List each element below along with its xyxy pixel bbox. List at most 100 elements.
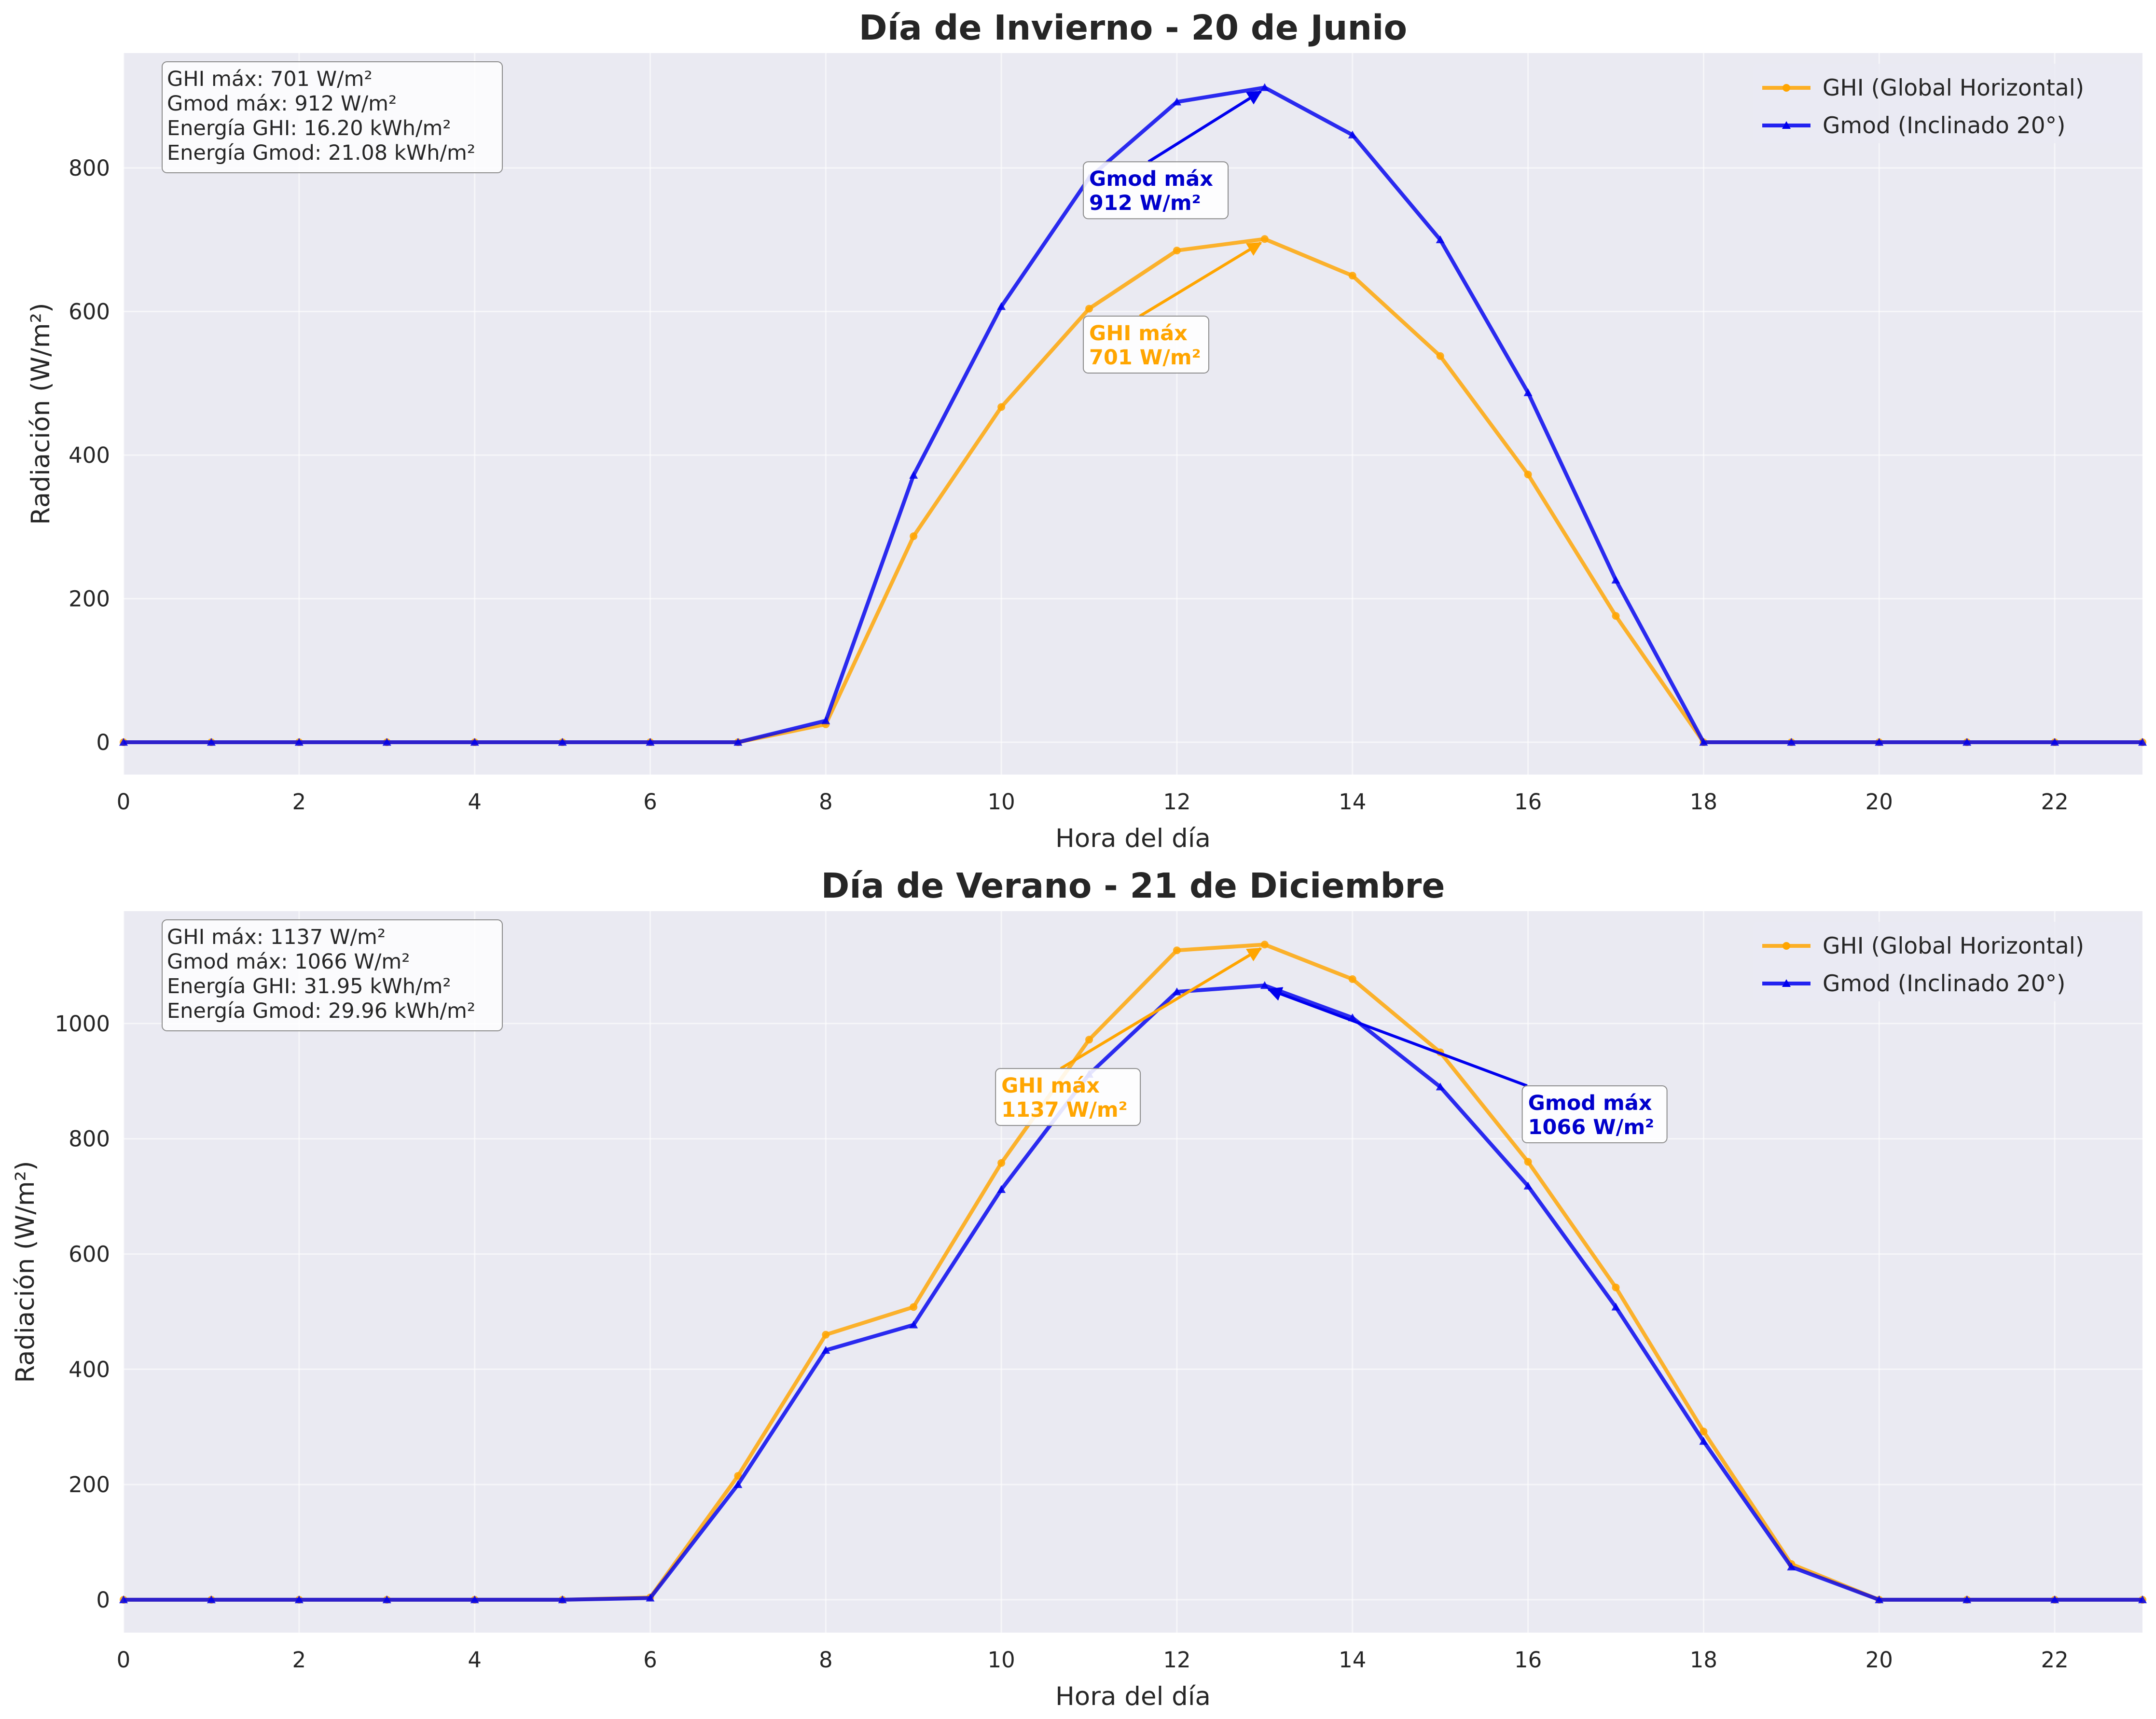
data-point-gmod <box>1875 1595 1884 1604</box>
data-point-ghi <box>1085 1036 1093 1044</box>
data-point-gmod <box>1787 738 1796 746</box>
data-point-gmod <box>119 1595 128 1604</box>
data-point-ghi <box>997 1159 1006 1167</box>
y-tick-label: 200 <box>69 586 110 612</box>
x-tick-label: 8 <box>819 1647 833 1673</box>
data-point-gmod <box>558 1595 567 1604</box>
chart-title: Día de Invierno - 20 de Junio <box>859 8 1407 48</box>
annotation-arrow <box>1147 90 1262 163</box>
stats-text: GHI máx: 701 W/m² <box>167 67 373 91</box>
x-tick-label: 6 <box>643 1647 657 1673</box>
legend-box <box>1753 64 2139 143</box>
annotation-text: GHI máx <box>1089 321 1188 346</box>
x-tick-label: 8 <box>819 789 833 815</box>
y-tick-label: 800 <box>69 1126 110 1152</box>
data-point-gmod <box>1436 1082 1445 1091</box>
x-tick-label: 0 <box>117 789 131 815</box>
data-point-gmod <box>382 1595 391 1604</box>
data-point-gmod <box>119 738 128 746</box>
data-point-gmod <box>646 1594 655 1602</box>
x-tick-label: 16 <box>1514 1647 1542 1673</box>
data-point-ghi <box>1348 975 1356 983</box>
data-point-gmod <box>1875 738 1884 746</box>
stats-box <box>162 919 503 1031</box>
data-point-ghi <box>734 1472 742 1480</box>
data-point-gmod <box>1699 1437 1708 1445</box>
series-line-gmod <box>124 85 2142 745</box>
data-point-ghi <box>1085 305 1093 313</box>
x-axis-label: Hora del día <box>1055 824 1211 853</box>
annotation-text: Gmod máx <box>1528 1091 1652 1115</box>
data-point-gmod <box>1611 575 1620 584</box>
annotation-text: GHI máx <box>1001 1074 1100 1098</box>
x-tick-label: 22 <box>2041 1647 2068 1673</box>
data-point-gmod <box>294 1595 304 1604</box>
data-point-gmod <box>1172 97 1181 106</box>
data-point-gmod <box>733 1480 743 1488</box>
data-point-ghi <box>1348 272 1356 280</box>
data-point-gmod <box>821 1345 830 1354</box>
legend-marker <box>1783 942 1790 950</box>
data-point-ghi <box>1173 247 1181 255</box>
data-point-gmod <box>382 738 391 746</box>
data-point-gmod <box>2050 738 2059 746</box>
stats-text: Energía Gmod: 29.96 kWh/m² <box>167 999 475 1023</box>
annotation-box <box>1083 161 1229 220</box>
y-tick-label: 0 <box>96 730 110 755</box>
stats-text: Energía GHI: 16.20 kWh/m² <box>167 116 451 140</box>
y-tick-label: 1000 <box>55 1011 110 1037</box>
data-point-gmod <box>1260 83 1269 91</box>
data-point-gmod <box>2138 738 2147 746</box>
x-tick-label: 12 <box>1163 789 1190 815</box>
data-point-ghi <box>910 1303 918 1311</box>
data-point-ghi <box>910 532 918 541</box>
data-point-gmod <box>997 1185 1006 1193</box>
x-tick-label: 2 <box>292 789 306 815</box>
x-tick-label: 22 <box>2041 789 2068 815</box>
legend-marker <box>1782 121 1791 129</box>
data-point-gmod <box>1436 235 1445 243</box>
x-tick-label: 16 <box>1514 789 1542 815</box>
stats-box <box>162 61 503 173</box>
data-point-ghi <box>1524 471 1532 479</box>
x-tick-label: 18 <box>1690 789 1717 815</box>
x-tick-label: 12 <box>1163 1647 1190 1673</box>
x-tick-label: 2 <box>292 1647 306 1673</box>
x-tick-label: 0 <box>117 1647 131 1673</box>
stats-text: Gmod máx: 1066 W/m² <box>167 950 410 974</box>
data-point-gmod <box>1172 987 1181 996</box>
data-point-gmod <box>470 738 479 746</box>
legend-box <box>1753 922 2139 1001</box>
legend-marker <box>1782 979 1791 987</box>
y-axis-label: Radiación (W/m²) <box>11 1161 40 1383</box>
data-point-gmod <box>294 738 304 746</box>
x-tick-label: 4 <box>468 789 482 815</box>
x-tick-label: 14 <box>1339 1647 1366 1673</box>
data-point-gmod <box>909 471 918 479</box>
data-point-gmod <box>1348 130 1357 139</box>
stats-text: Energía Gmod: 21.08 kWh/m² <box>167 141 475 165</box>
y-tick-label: 0 <box>96 1587 110 1613</box>
data-point-ghi <box>1173 946 1181 955</box>
legend-label: Gmod (Inclinado 20°) <box>1823 970 2065 997</box>
x-tick-label: 20 <box>1866 1647 1893 1673</box>
data-point-ghi <box>1524 1158 1532 1166</box>
data-point-gmod <box>646 738 655 746</box>
annotation-arrow <box>1060 947 1262 1070</box>
data-point-ghi <box>1260 941 1269 949</box>
annotation-text: 1137 W/m² <box>1001 1098 1127 1122</box>
data-point-gmod <box>997 302 1006 310</box>
y-tick-label: 800 <box>69 155 110 181</box>
data-point-ghi <box>997 403 1006 411</box>
y-tick-label: 400 <box>69 443 110 468</box>
data-point-gmod <box>1523 1181 1533 1190</box>
x-tick-label: 10 <box>987 1647 1015 1673</box>
annotation-text: 701 W/m² <box>1089 346 1201 370</box>
data-point-ghi <box>1436 352 1444 360</box>
annotation-text: Gmod máx <box>1089 167 1213 191</box>
annotation-arrow <box>1267 987 1528 1087</box>
data-point-gmod <box>2050 1595 2059 1604</box>
y-tick-label: 200 <box>69 1472 110 1497</box>
panel-2: 0 2 4 6 8 10 12 14 16 18 20 22 0 200 400 600 800 1000 Hora… <box>11 866 2147 1711</box>
